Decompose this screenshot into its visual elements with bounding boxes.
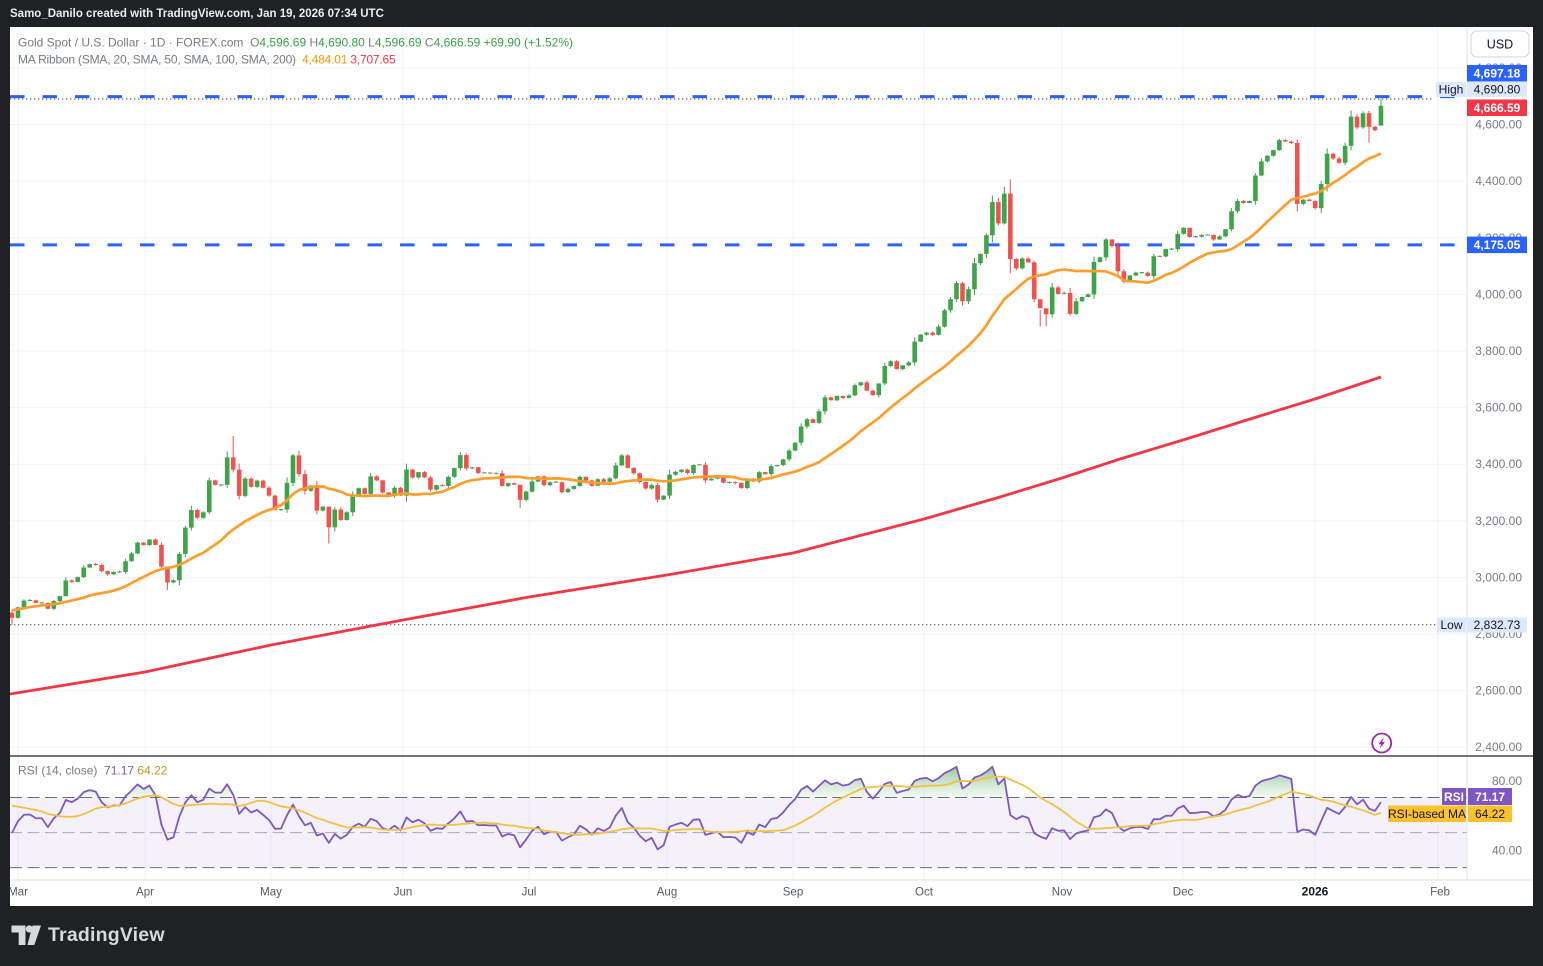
svg-text:RSI (14, close) 71.17 64.22: RSI (14, close) 71.17 64.22 [18,764,168,778]
svg-text:3,400.00: 3,400.00 [1475,457,1522,471]
svg-text:4,697.18: 4,697.18 [1474,66,1521,80]
svg-text:2,400.00: 2,400.00 [1475,740,1522,754]
svg-text:Mar: Mar [10,887,28,899]
svg-text:USD: USD [1487,38,1513,52]
svg-text:80.00: 80.00 [1492,774,1522,788]
svg-text:4,666.59: 4,666.59 [1474,101,1521,115]
svg-text:4,400.00: 4,400.00 [1475,174,1522,188]
svg-text:4,000.00: 4,000.00 [1475,287,1522,301]
svg-text:High: High [1439,83,1464,97]
svg-text:3,200.00: 3,200.00 [1475,514,1522,528]
svg-text:Aug: Aug [657,887,677,899]
svg-text:71.17: 71.17 [1475,790,1505,804]
svg-text:4,175.05: 4,175.05 [1474,238,1521,252]
svg-text:RSI-based MA: RSI-based MA [1388,807,1466,821]
svg-text:Jul: Jul [522,887,537,899]
svg-text:4,600.00: 4,600.00 [1475,118,1522,132]
svg-text:40.00: 40.00 [1492,844,1522,858]
svg-text:Nov: Nov [1052,887,1073,899]
svg-text:3,600.00: 3,600.00 [1475,401,1522,415]
svg-text:4,690.80: 4,690.80 [1474,83,1521,97]
svg-text:RSI: RSI [1444,790,1464,804]
svg-text:2026: 2026 [1302,885,1329,899]
svg-text:Oct: Oct [915,887,934,899]
svg-text:MA Ribbon (SMA, 20, SMA, 50, S: MA Ribbon (SMA, 20, SMA, 50, SMA, 100, S… [18,53,396,67]
svg-text:Jun: Jun [394,887,413,899]
svg-text:Gold Spot / U.S. Dollar · 1D ·: Gold Spot / U.S. Dollar · 1D · FOREX.com… [18,36,573,50]
svg-text:Apr: Apr [136,887,154,899]
svg-text:Low: Low [1440,618,1462,632]
svg-text:Dec: Dec [1173,887,1194,899]
svg-text:3,800.00: 3,800.00 [1475,344,1522,358]
svg-text:Feb: Feb [1430,887,1450,899]
svg-text:May: May [260,887,282,899]
svg-text:64.22: 64.22 [1475,807,1505,821]
svg-text:2,600.00: 2,600.00 [1475,684,1522,698]
svg-text:Sep: Sep [783,887,803,899]
svg-text:3,000.00: 3,000.00 [1475,570,1522,584]
svg-text:2,832.73: 2,832.73 [1474,618,1521,632]
